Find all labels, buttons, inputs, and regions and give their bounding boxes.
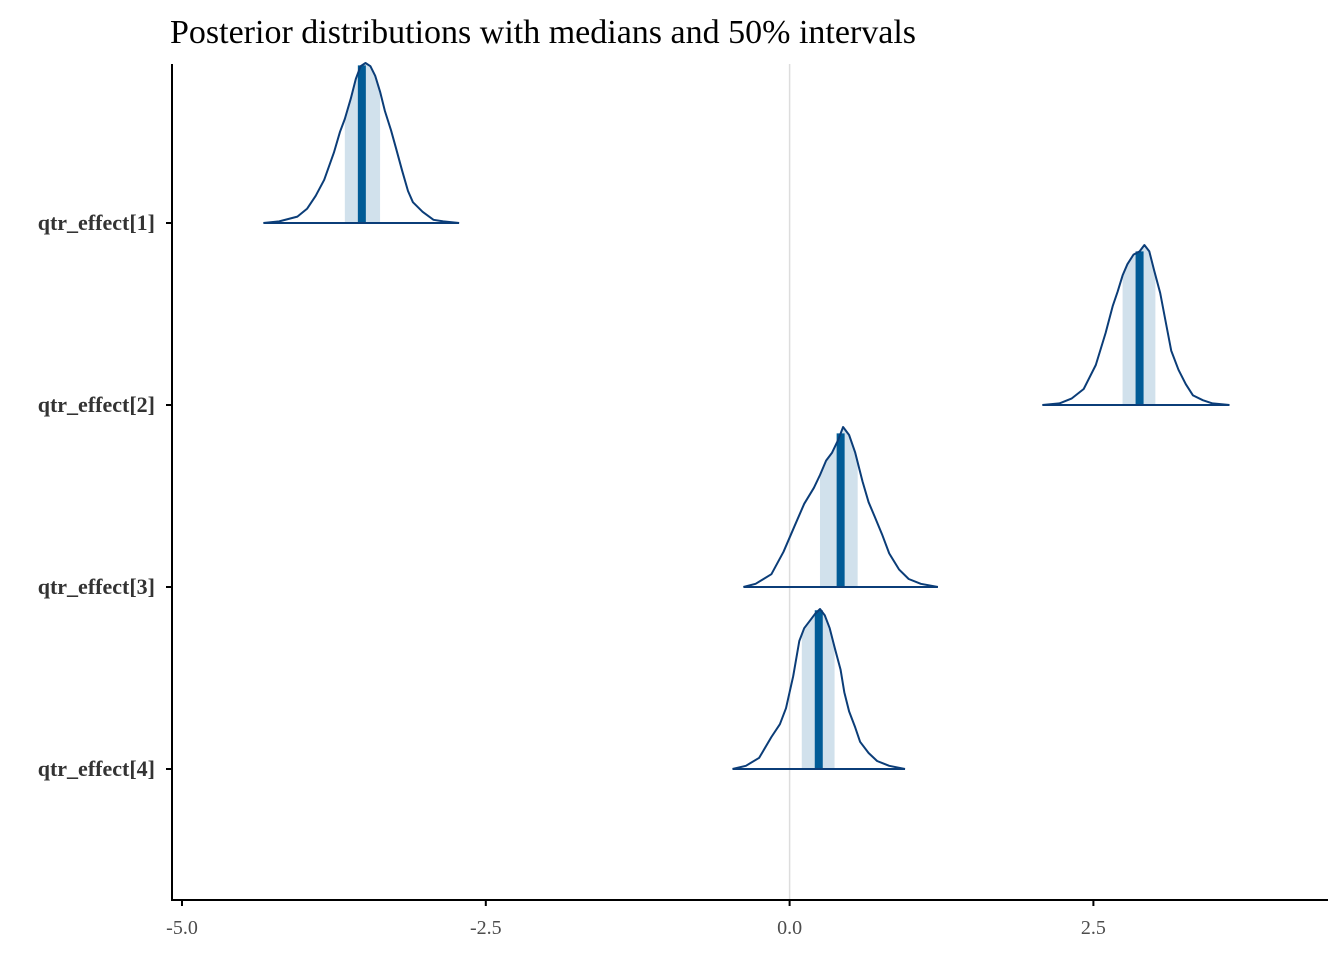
density-outline (263, 62, 460, 224)
x-tick-label: 2.5 (1081, 917, 1106, 939)
density-outline (743, 426, 939, 588)
y-tick-label: qtr_effect[1] (38, 210, 155, 235)
x-tick-label: 0.0 (777, 917, 802, 939)
x-tick-label: -5.0 (166, 917, 198, 939)
chart-title: Posterior distributions with medians and… (170, 14, 916, 51)
density-outline (732, 608, 906, 770)
ridge-2 (1042, 244, 1230, 406)
y-tick-label: qtr_effect[3] (38, 574, 155, 599)
ridge-3 (743, 426, 939, 588)
y-tick-label: qtr_effect[4] (38, 756, 155, 781)
density-outline (1042, 244, 1230, 406)
x-tick-label: -2.5 (470, 917, 502, 939)
y-tick-label: qtr_effect[2] (38, 392, 155, 417)
ridge-4 (732, 608, 906, 770)
ridge-1 (263, 62, 460, 224)
plot-area: qtr_effect[1] qtr_effect[2] qtr_effect[3]q… (38, 62, 1328, 939)
